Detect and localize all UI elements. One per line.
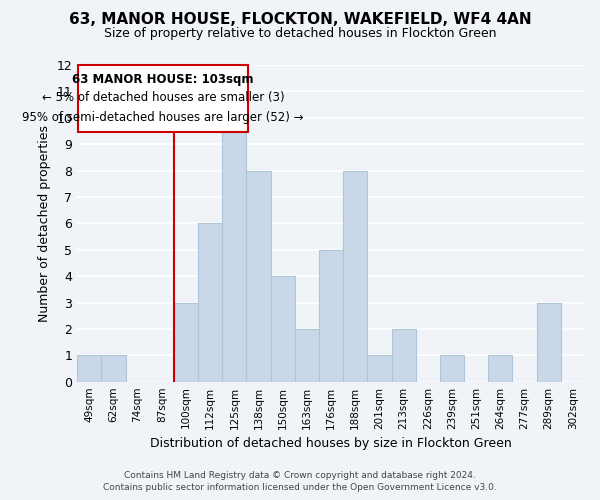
FancyBboxPatch shape <box>79 65 248 132</box>
Text: Contains HM Land Registry data © Crown copyright and database right 2024.
Contai: Contains HM Land Registry data © Crown c… <box>103 471 497 492</box>
Y-axis label: Number of detached properties: Number of detached properties <box>38 125 51 322</box>
Bar <box>174 302 198 382</box>
Bar <box>101 356 125 382</box>
Bar <box>536 302 561 382</box>
Bar <box>319 250 343 382</box>
Bar <box>343 170 367 382</box>
Bar <box>198 224 222 382</box>
Bar <box>440 356 464 382</box>
Bar <box>222 118 247 382</box>
Text: 95% of semi-detached houses are larger (52) →: 95% of semi-detached houses are larger (… <box>22 111 304 124</box>
Text: ← 5% of detached houses are smaller (3): ← 5% of detached houses are smaller (3) <box>41 92 284 104</box>
Text: 63, MANOR HOUSE, FLOCKTON, WAKEFIELD, WF4 4AN: 63, MANOR HOUSE, FLOCKTON, WAKEFIELD, WF… <box>68 12 532 28</box>
Bar <box>247 170 271 382</box>
Text: Size of property relative to detached houses in Flockton Green: Size of property relative to detached ho… <box>104 28 496 40</box>
Bar <box>295 329 319 382</box>
Bar <box>392 329 416 382</box>
Bar <box>488 356 512 382</box>
Bar <box>77 356 101 382</box>
X-axis label: Distribution of detached houses by size in Flockton Green: Distribution of detached houses by size … <box>150 437 512 450</box>
Bar <box>271 276 295 382</box>
Bar <box>367 356 392 382</box>
Text: 63 MANOR HOUSE: 103sqm: 63 MANOR HOUSE: 103sqm <box>72 73 254 86</box>
